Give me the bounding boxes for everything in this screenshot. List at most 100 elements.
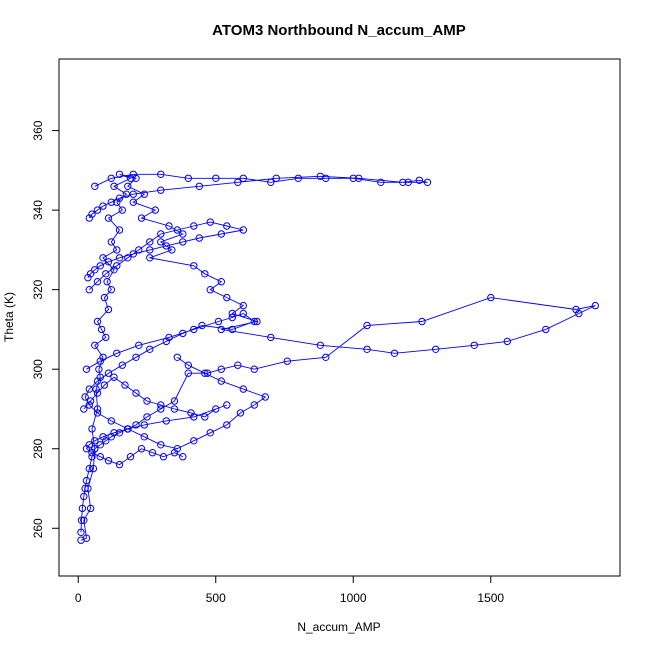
data-point <box>223 293 231 302</box>
data-point <box>85 401 94 409</box>
data-point <box>179 230 187 238</box>
data-point <box>272 174 280 183</box>
data-point <box>418 317 426 326</box>
data-point <box>82 534 91 542</box>
data-point <box>146 345 154 353</box>
data-point <box>190 413 198 421</box>
data-point <box>102 270 110 278</box>
data-point <box>487 293 495 302</box>
data-point <box>173 226 182 234</box>
data-point <box>96 453 105 461</box>
data-point <box>250 365 259 373</box>
data-point <box>423 178 432 187</box>
data-point <box>132 389 140 397</box>
data-point <box>201 413 209 421</box>
data-point <box>107 174 116 183</box>
data-point <box>82 476 91 485</box>
y-tick-label: 260 <box>31 518 45 538</box>
data-point <box>349 174 357 183</box>
data-point <box>179 453 187 461</box>
data-point <box>390 349 399 357</box>
data-point <box>228 309 237 318</box>
data-point <box>104 214 113 222</box>
data-point <box>115 460 124 469</box>
data-point <box>234 178 242 187</box>
data-point <box>157 401 165 409</box>
data-point <box>294 174 302 183</box>
data-point <box>115 194 124 202</box>
data-point <box>113 262 121 270</box>
data-point <box>104 258 113 266</box>
data-point <box>102 333 110 342</box>
data-point <box>124 182 132 191</box>
data-point <box>140 190 149 198</box>
data-point <box>103 278 111 286</box>
data-point <box>88 453 96 461</box>
data-point <box>157 170 165 179</box>
data-point <box>267 333 275 342</box>
data-point <box>250 401 259 409</box>
data-point <box>93 405 102 413</box>
data-point <box>85 464 94 473</box>
chart-title: ATOM3 Northbound N_accum_AMP <box>212 22 466 39</box>
data-point <box>157 441 165 449</box>
data-point <box>107 238 116 246</box>
data-point <box>91 182 99 191</box>
data-point <box>107 286 116 294</box>
data-point <box>86 504 95 513</box>
data-point <box>80 405 88 413</box>
data-point <box>93 389 102 397</box>
data-point <box>99 433 107 441</box>
data-point <box>132 353 140 361</box>
x-tick-label: 0 <box>75 591 82 605</box>
data-point <box>168 246 176 254</box>
data-point <box>223 421 231 429</box>
data-point <box>115 429 124 437</box>
data-point <box>132 421 140 429</box>
data-point <box>377 178 385 187</box>
data-point <box>206 429 215 437</box>
data-point <box>135 246 143 254</box>
data-point <box>140 421 149 429</box>
data-point <box>91 437 99 445</box>
data-point <box>399 178 407 187</box>
data-point <box>77 528 85 536</box>
data-point <box>170 397 179 405</box>
data-point <box>85 385 94 393</box>
data-point <box>190 437 198 445</box>
data-point <box>162 337 171 346</box>
y-tick-label: 280 <box>31 438 45 458</box>
series-line <box>83 376 227 466</box>
y-tick-label: 360 <box>31 120 45 140</box>
data-point <box>206 218 215 226</box>
data-point <box>97 325 106 334</box>
data-point <box>78 504 87 513</box>
data-point <box>239 385 248 393</box>
data-point <box>355 174 363 183</box>
x-tick-label: 1500 <box>477 591 504 605</box>
data-point <box>190 325 198 334</box>
data-point <box>95 365 103 373</box>
data-point <box>217 377 226 385</box>
data-point <box>201 369 209 377</box>
data-point <box>104 305 113 314</box>
data-point <box>165 222 173 230</box>
data-point <box>129 198 138 206</box>
data-point <box>100 293 109 302</box>
data-point <box>124 254 132 262</box>
data-point <box>91 266 99 274</box>
x-tick-label: 500 <box>206 591 226 605</box>
data-point <box>217 230 226 238</box>
data-point <box>121 381 129 389</box>
data-point <box>363 345 371 353</box>
data-point <box>239 226 248 234</box>
data-point <box>195 234 204 242</box>
data-point <box>99 202 107 210</box>
x-tick-label: 1000 <box>340 591 367 605</box>
data-point <box>129 190 138 198</box>
data-point <box>80 492 88 501</box>
data-point <box>88 449 96 457</box>
data-point <box>217 278 226 286</box>
data-point <box>96 357 105 365</box>
data-point <box>107 417 116 425</box>
